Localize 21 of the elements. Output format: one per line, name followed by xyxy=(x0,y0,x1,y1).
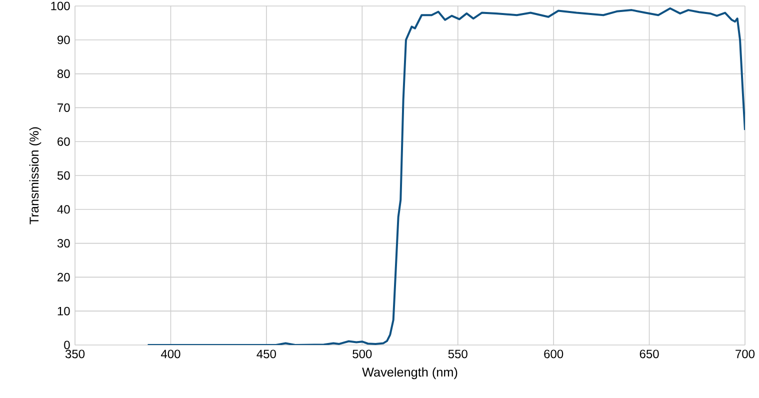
x-tick-label: 700 xyxy=(736,350,755,358)
x-tick-label: 400 xyxy=(160,350,180,358)
y-tick-label: 0 xyxy=(64,340,70,350)
x-axis-title: Wavelength (nm) xyxy=(362,367,458,380)
x-tick-label: 450 xyxy=(256,350,276,358)
y-tick-label: 20 xyxy=(58,272,70,282)
x-tick-label: 500 xyxy=(352,350,372,358)
y-tick-label: 70 xyxy=(58,103,70,112)
y-tick-label: 80 xyxy=(57,70,70,78)
y-axis-title: Transmission (%) xyxy=(29,127,42,224)
y-tick-label: 100 xyxy=(51,2,70,10)
x-tick-label: 350 xyxy=(65,350,85,358)
y-tick-label: 90 xyxy=(58,36,70,44)
x-tick-label: 550 xyxy=(448,350,468,358)
y-tick-label: 60 xyxy=(58,137,70,146)
x-tick-label: 600 xyxy=(544,350,564,358)
y-tick-label: 40 xyxy=(57,205,70,214)
x-tick-label: 650 xyxy=(640,350,659,358)
y-tick-label: 50 xyxy=(57,171,70,180)
y-tick-label: 30 xyxy=(57,239,70,248)
y-tick-label: 10 xyxy=(58,306,70,316)
